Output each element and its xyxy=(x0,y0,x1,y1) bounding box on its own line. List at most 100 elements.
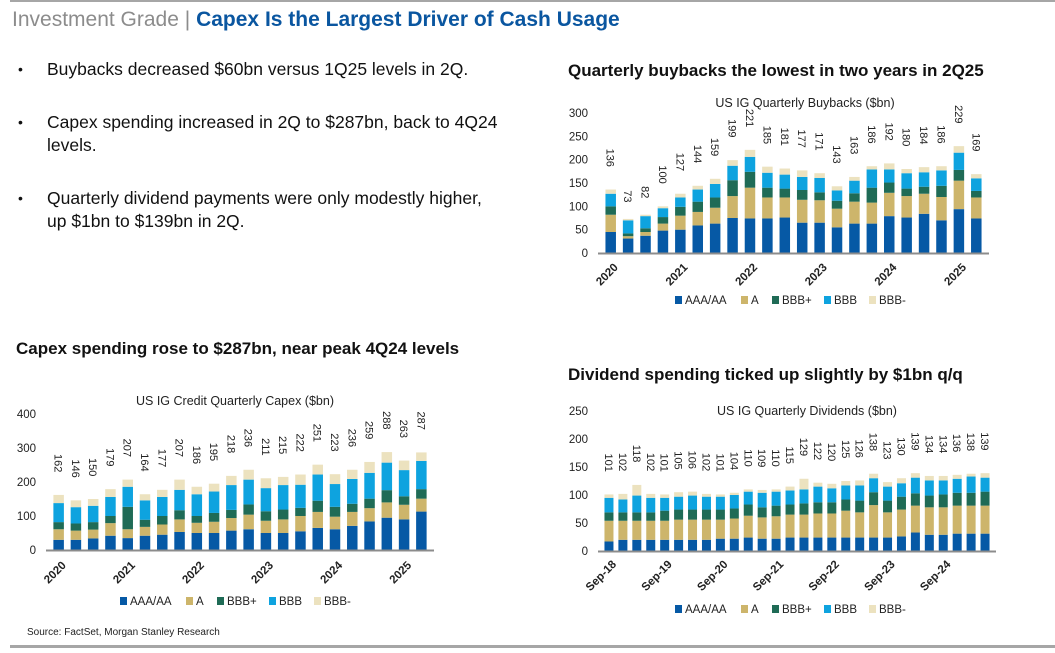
bar-segment-aaa-aa xyxy=(191,533,203,550)
legend-item: BBB xyxy=(824,295,857,307)
bar-segment-aaa-aa xyxy=(157,534,168,550)
bar-stack xyxy=(692,185,703,253)
bar-segment-bbb-minus xyxy=(884,182,895,193)
dividends-headline: Dividend spending ticked up slightly by … xyxy=(568,365,963,384)
bar-stack xyxy=(884,163,895,253)
bar-segment-bbb-minus xyxy=(692,201,703,212)
bar-segment-aaa-aa xyxy=(980,533,990,551)
title-prefix: Investment Grade xyxy=(12,8,179,31)
bar-total-label: 195 xyxy=(207,443,219,461)
bar-segment-bbb xyxy=(657,208,669,218)
bar-segment-aaa-aa xyxy=(622,238,634,253)
x-tick-label: Sep-21 xyxy=(751,558,787,594)
bar-stack xyxy=(883,482,893,551)
bar-stack xyxy=(618,493,628,551)
legend-item: AAA/AA xyxy=(675,295,727,307)
bar-segment-bbb-minus xyxy=(122,479,133,487)
bar-segment-aaa-aa xyxy=(866,223,878,253)
bar-total-label: 139 xyxy=(908,432,920,450)
bar-segment-aaa-aa xyxy=(53,539,64,550)
bar-segment-bbb-minus xyxy=(831,186,843,191)
bar-segment-aaa-aa xyxy=(855,537,865,551)
bar-total-label: 207 xyxy=(173,439,185,457)
bar-segment-a xyxy=(174,519,185,532)
bar-total-label: 102 xyxy=(616,453,628,471)
page-title: Investment Grade | Capex Is the Largest … xyxy=(12,8,620,32)
bar-segment-bbb-minus xyxy=(70,500,82,508)
bar-stack xyxy=(347,469,358,550)
title-separator: | xyxy=(184,8,191,31)
bar-stack xyxy=(952,474,962,551)
bar-segment-bbb-minus xyxy=(646,493,656,498)
bar-segment-bbb-minus xyxy=(139,494,151,501)
bar-segment-aaa-aa xyxy=(260,533,272,550)
bar-segment-a xyxy=(744,187,756,219)
bar-total-label: 146 xyxy=(69,459,81,477)
bullet-text: Capex spending increased in 2Q to $287bn… xyxy=(47,112,498,155)
bar-segment-bbb-minus xyxy=(762,187,773,198)
x-tick-label: 2023 xyxy=(249,560,276,587)
bar-stack xyxy=(675,193,686,253)
bar-segment-bbb-minus xyxy=(622,233,634,237)
bar-stack xyxy=(674,492,684,551)
bar-segment-bbb xyxy=(260,488,272,512)
bar-segment-aaa-aa xyxy=(785,537,795,551)
bar-stack xyxy=(918,167,930,253)
bar-segment-bbb-minus xyxy=(744,149,756,157)
bar-segment-bbb-minus xyxy=(884,163,895,170)
bar-segment-bbb-minus xyxy=(952,474,962,479)
bar-segment-bbb xyxy=(936,170,947,186)
legend-label: BBB xyxy=(834,604,857,616)
bar-total-label: 218 xyxy=(224,435,236,453)
bar-segment-aaa-aa xyxy=(105,535,116,550)
bar-segment-bbb-minus xyxy=(938,475,948,481)
bar-segment-a xyxy=(701,519,711,540)
bar-segment-bbb xyxy=(866,169,878,188)
bar-segment-bbb-minus xyxy=(622,218,634,221)
y-tick-label: 50 xyxy=(575,518,588,530)
bar-stack xyxy=(632,484,642,551)
bar-segment-a xyxy=(796,199,808,223)
bar-segment-bbb-minus xyxy=(757,489,767,493)
bar-segment-bbb-minus xyxy=(831,200,843,209)
x-tick-label: 2025 xyxy=(942,261,969,288)
bar-segment-bbb-minus xyxy=(971,174,982,179)
bar-segment-aaa-aa xyxy=(896,536,906,551)
bar-segment-a xyxy=(849,201,860,224)
bar-total-label: 169 xyxy=(969,133,981,151)
bar-stack xyxy=(646,493,656,551)
legend-label: A xyxy=(751,604,759,616)
bar-segment-a xyxy=(632,520,642,540)
bar-segment-a xyxy=(70,530,82,540)
bar-total-label: 259 xyxy=(363,421,375,439)
bar-segment-bbb-minus xyxy=(398,496,410,505)
bar-segment-bbb xyxy=(744,156,756,172)
bar-segment-a xyxy=(622,236,634,239)
bar-segment-bbb-minus xyxy=(398,460,410,471)
bar-segment-bbb xyxy=(701,496,711,510)
bar-segment-bbb-minus xyxy=(910,473,920,478)
bar-segment-a xyxy=(715,519,725,539)
bar-segment-bbb-minus xyxy=(53,494,64,504)
bar-segment-bbb-minus xyxy=(841,499,851,511)
bar-segment-bbb xyxy=(53,503,64,523)
bar-segment-bbb-minus xyxy=(701,493,711,497)
bar-stack xyxy=(604,494,614,551)
legend-swatch-icon xyxy=(217,597,224,605)
legend-label: BBB- xyxy=(324,596,351,608)
bar-segment-bbb xyxy=(757,492,767,508)
bar-segment-bbb-minus xyxy=(674,492,684,497)
bar-segment-a xyxy=(971,197,982,219)
bar-segment-bbb-minus xyxy=(814,173,825,178)
bar-segment-aaa-aa xyxy=(901,217,912,253)
chart-title: US IG Quarterly Dividends ($bn) xyxy=(717,404,897,418)
bar-segment-bbb-minus xyxy=(799,478,809,490)
bar-segment-a xyxy=(122,529,133,539)
bar-segment-aaa-aa xyxy=(841,537,851,551)
bar-segment-a xyxy=(674,519,684,540)
bar-segment-aaa-aa xyxy=(139,535,151,550)
bar-total-label: 82 xyxy=(639,186,651,198)
legend-swatch-icon xyxy=(772,296,779,304)
bar-segment-a xyxy=(657,223,669,231)
bar-segment-bbb-minus xyxy=(364,498,375,509)
